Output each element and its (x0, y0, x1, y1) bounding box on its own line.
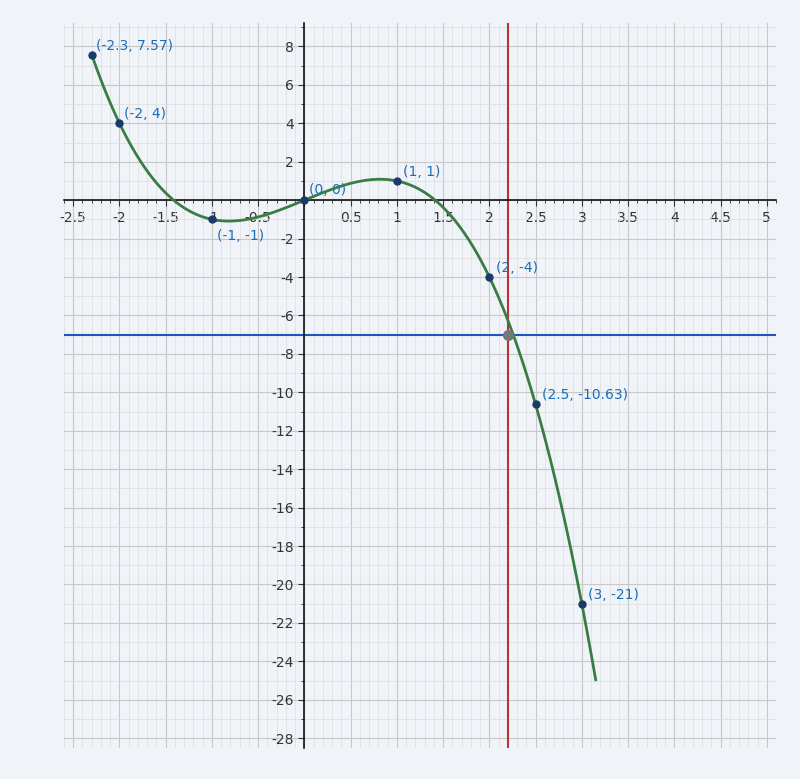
Text: (1, 1): (1, 1) (403, 165, 441, 179)
Text: (-2.3, 7.57): (-2.3, 7.57) (96, 39, 174, 53)
Text: (3, -21): (3, -21) (588, 588, 639, 602)
Text: (0, 0): (0, 0) (309, 183, 346, 197)
Text: (-1, -1): (-1, -1) (217, 229, 264, 243)
Text: (2.5, -10.63): (2.5, -10.63) (542, 389, 628, 403)
Text: (-2, 4): (-2, 4) (124, 108, 166, 122)
Text: (2, -4): (2, -4) (496, 261, 538, 275)
